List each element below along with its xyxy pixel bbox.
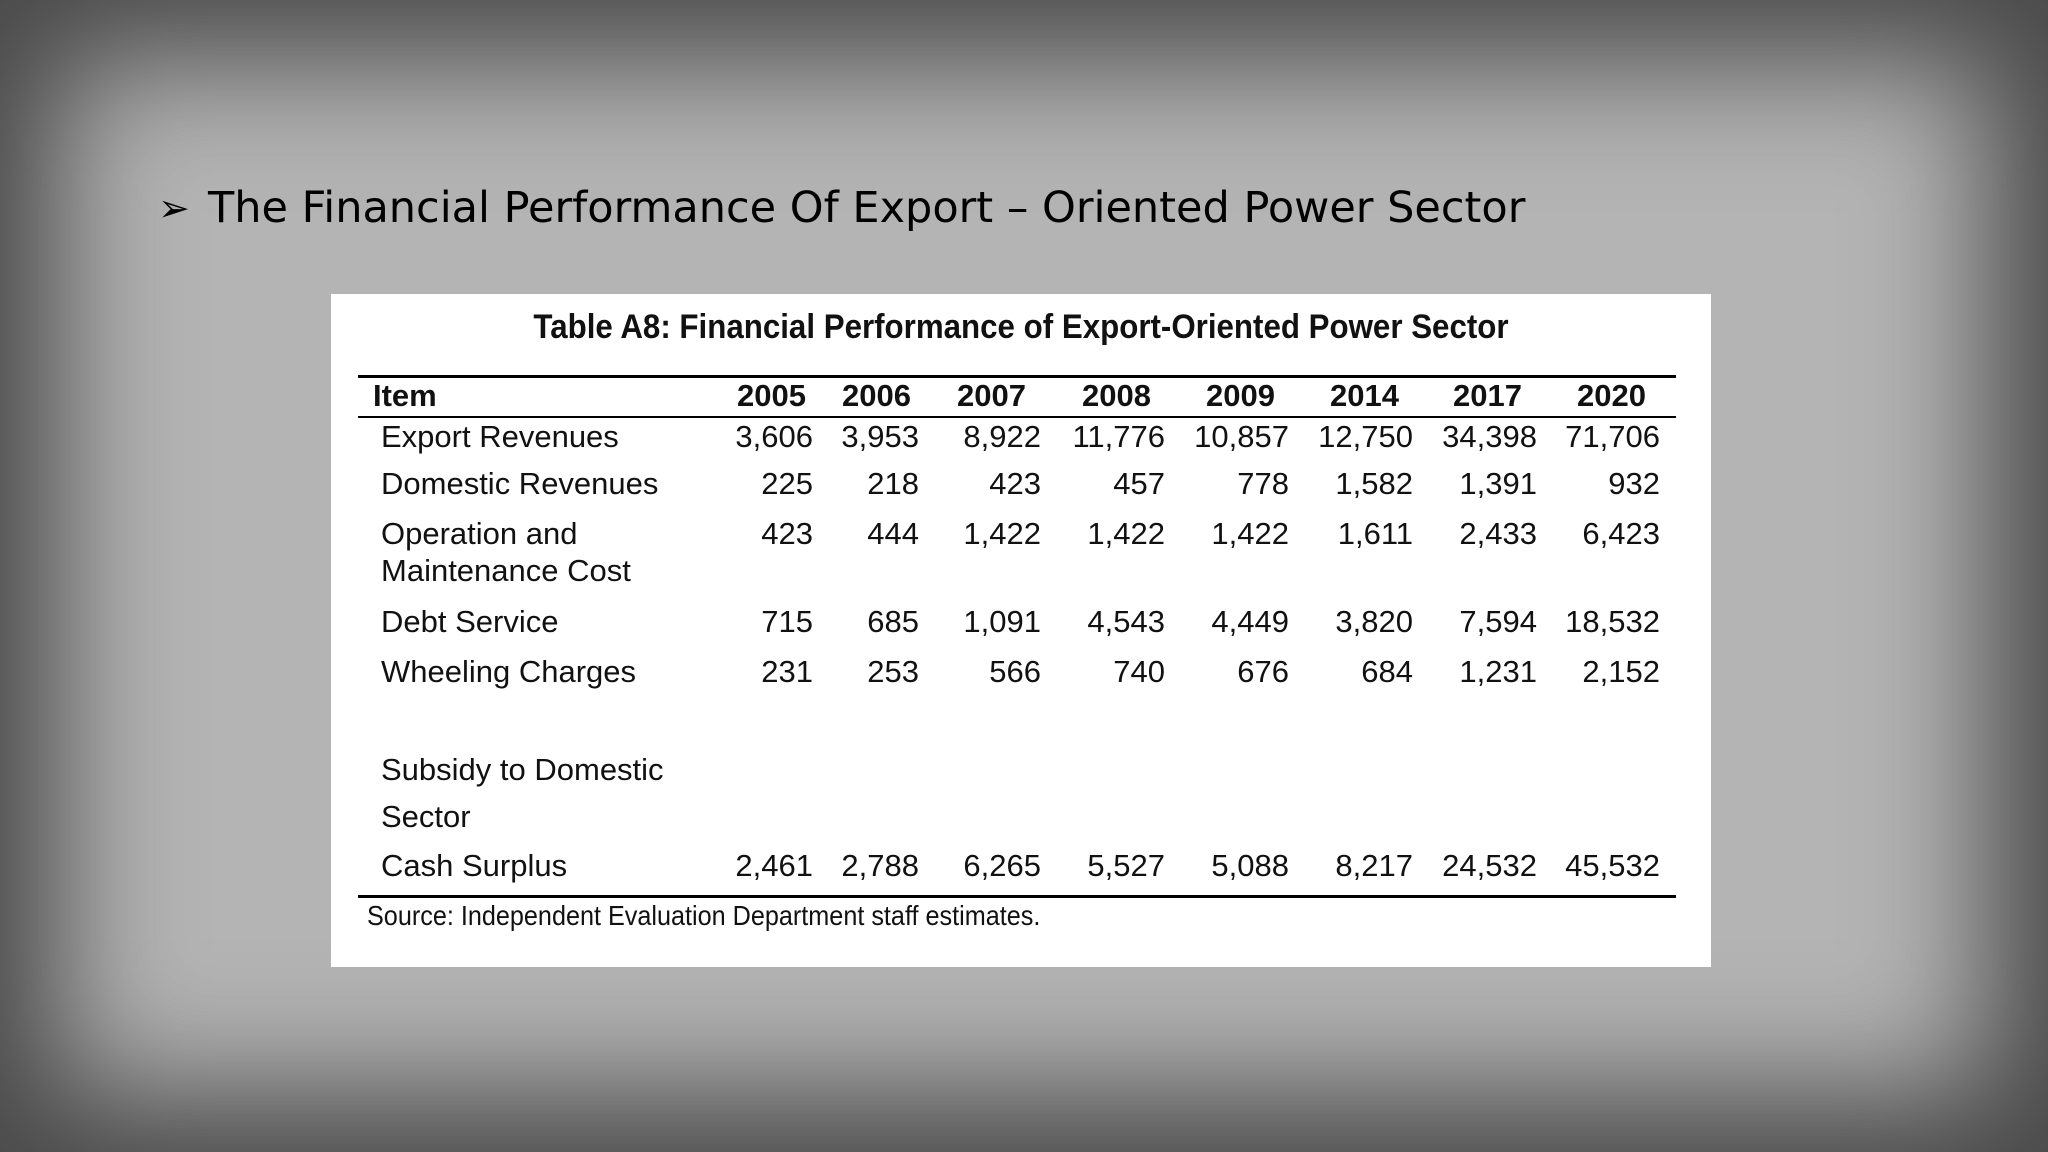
- table-cell: 225: [761, 466, 813, 501]
- column-header-item: Item: [373, 378, 437, 413]
- column-header-year: 2020: [1577, 378, 1646, 413]
- table-cell: 685: [867, 604, 919, 639]
- table-cell: 1,582: [1335, 466, 1413, 501]
- table-cell: 18,532: [1565, 604, 1660, 639]
- table-cell: 7,594: [1459, 604, 1537, 639]
- column-header-year: 2009: [1206, 378, 1275, 413]
- table-cell: 684: [1361, 654, 1413, 689]
- table-cell: 932: [1608, 466, 1660, 501]
- table-cell: 423: [989, 466, 1041, 501]
- table-cell: 253: [867, 654, 919, 689]
- column-header-year: 2006: [842, 378, 911, 413]
- table-source-note: Source: Independent Evaluation Departmen…: [367, 900, 1041, 931]
- row-label: Subsidy to Domestic: [381, 752, 664, 787]
- table-cell: 1,422: [963, 516, 1041, 551]
- row-label: Export Revenues: [381, 419, 619, 454]
- row-label-continued: Sector: [381, 799, 471, 834]
- table-cell: 12,750: [1318, 419, 1413, 454]
- row-label: Domestic Revenues: [381, 466, 659, 501]
- table-cell: 45,532: [1565, 848, 1660, 883]
- table-cell: 2,788: [841, 848, 919, 883]
- table-cell: 4,449: [1211, 604, 1289, 639]
- table-cell: 10,857: [1194, 419, 1289, 454]
- column-header-year: 2005: [737, 378, 806, 413]
- table-title: Table A8: Financial Performance of Expor…: [533, 308, 1509, 346]
- table-cell: 1,391: [1459, 466, 1537, 501]
- table-cell: 676: [1237, 654, 1289, 689]
- table-cell: 3,606: [735, 419, 813, 454]
- table-cell: 1,091: [963, 604, 1041, 639]
- column-header-year: 2007: [957, 378, 1026, 413]
- table-cell: 8,217: [1335, 848, 1413, 883]
- table-cell: 34,398: [1442, 419, 1537, 454]
- table-cell: 5,527: [1087, 848, 1165, 883]
- table-cell: 715: [761, 604, 813, 639]
- table-cell: 2,433: [1459, 516, 1537, 551]
- row-label: Wheeling Charges: [381, 654, 637, 689]
- arrow-bullet-icon: ➢: [158, 186, 190, 230]
- table-cell: 6,423: [1582, 516, 1660, 551]
- table-cell: 2,152: [1582, 654, 1660, 689]
- table-top-rule: [358, 375, 1676, 378]
- table-cell: 71,706: [1565, 419, 1660, 454]
- slide-heading: ➢ The Financial Performance Of Export – …: [158, 178, 1525, 238]
- table-cell: 11,776: [1072, 419, 1165, 454]
- table-cell: 8,922: [963, 419, 1041, 454]
- column-header-year: 2008: [1082, 378, 1151, 413]
- table-bottom-rule: [358, 895, 1676, 898]
- row-label: Cash Surplus: [381, 848, 568, 883]
- table-cell: 1,231: [1459, 654, 1537, 689]
- table-cell: 1,611: [1337, 516, 1413, 551]
- table-cell: 457: [1113, 466, 1165, 501]
- table-cell: 6,265: [963, 848, 1041, 883]
- table-cell: 740: [1113, 654, 1165, 689]
- row-label-continued: Maintenance Cost: [381, 553, 631, 588]
- table-cell: 444: [867, 516, 919, 551]
- table-cell: 1,422: [1087, 516, 1165, 551]
- table-cell: 231: [761, 654, 813, 689]
- row-label: Operation and: [381, 516, 578, 551]
- table-cell: 5,088: [1211, 848, 1289, 883]
- data-table: Table A8: Financial Performance of Expor…: [331, 294, 1711, 967]
- table-header-rule: [358, 416, 1676, 418]
- slide-heading-text: The Financial Performance Of Export – Or…: [208, 183, 1526, 233]
- table-cell: 566: [989, 654, 1041, 689]
- table-cell: 3,820: [1335, 604, 1413, 639]
- column-header-year: 2017: [1453, 378, 1522, 413]
- table-cell: 778: [1237, 466, 1289, 501]
- table-cell: 4,543: [1087, 604, 1165, 639]
- column-header-year: 2014: [1330, 378, 1399, 413]
- table-cell: 423: [761, 516, 813, 551]
- table-cell: 2,461: [735, 848, 813, 883]
- table-cell: 3,953: [841, 419, 919, 454]
- table-cell: 1,422: [1211, 516, 1289, 551]
- table-cell: 218: [867, 466, 919, 501]
- row-label: Debt Service: [381, 604, 559, 639]
- table-cell: 24,532: [1442, 848, 1537, 883]
